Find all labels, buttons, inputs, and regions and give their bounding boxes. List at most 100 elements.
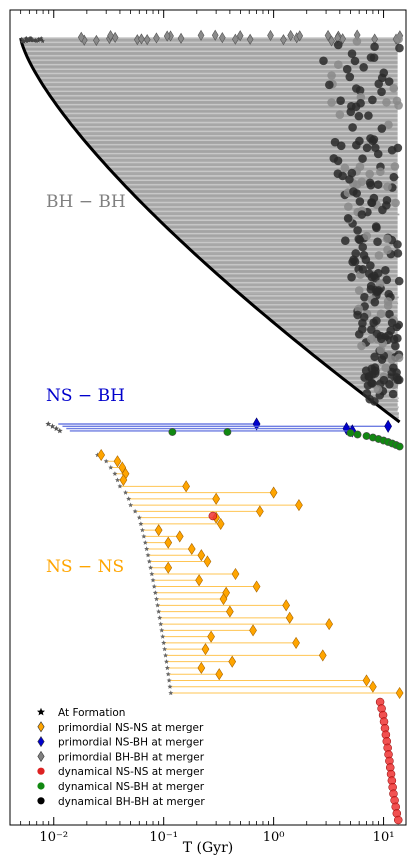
bhbh-primordial-merger	[328, 35, 335, 47]
bhbh-formation-star	[37, 37, 42, 42]
bhbh-dynamical-merger	[342, 64, 352, 74]
bhbh-dynamical-merger	[370, 352, 379, 362]
bhbh-dynamical-merger	[395, 43, 404, 53]
nsbh-primordial-merger	[384, 419, 392, 433]
bhbh-dynamical-merger	[370, 297, 380, 307]
nsbh-dynamical-merger	[395, 442, 404, 451]
bhbh-dynamical-merger	[390, 162, 400, 171]
nsns-formation-star	[141, 533, 147, 539]
nsns-formation-star	[108, 464, 114, 470]
bhbh-dynamical-merger	[385, 309, 394, 319]
bhbh-dynamical-merger	[372, 223, 381, 233]
nsns-primordial-merger	[295, 499, 303, 512]
bhbh-dynamical-merger	[370, 42, 379, 52]
bhbh-formation-star	[40, 39, 45, 43]
nsbh-dynamical-merger	[168, 428, 177, 436]
bhbh-formation-star	[31, 38, 36, 43]
bhbh-dynamical-merger	[357, 341, 366, 351]
bhbh-dynamical-merger	[388, 389, 398, 399]
bhbh-dynamical-merger	[362, 389, 372, 398]
bhbh-dynamical-merger	[384, 77, 394, 86]
bhbh-dynamical-merger	[391, 198, 400, 208]
legend-star-marker	[37, 707, 45, 716]
bhbh-dynamical-merger	[389, 172, 399, 182]
bhbh-dynamical-merger	[364, 111, 373, 120]
bhbh-formation-star	[19, 36, 24, 41]
legend-diamond-marker	[37, 750, 45, 762]
bhbh-dynamical-merger	[392, 96, 402, 106]
bhbh-primordial-merger	[77, 31, 85, 43]
bhbh-dynamical-merger	[374, 251, 384, 260]
bhbh-dynamical-merger	[373, 180, 383, 189]
bhbh-dynamical-merger	[325, 80, 334, 90]
nsns-formation-star	[156, 609, 162, 614]
bhbh-dynamical-merger	[366, 180, 376, 190]
nsns-formation-star	[112, 471, 118, 476]
x-axis: 10⁻² 10⁻¹ 10⁰ 10¹	[20, 10, 395, 845]
bhbh-dynamical-merger	[393, 240, 402, 249]
nsns-formation-star	[145, 552, 151, 558]
bhbh-dynamical-merger	[383, 182, 392, 191]
bhbh-dynamical-merger	[347, 272, 356, 282]
bhbh-dynamical-merger	[387, 145, 397, 155]
bhbh-dynamical-merger	[344, 202, 353, 211]
bhbh-dynamical-merger	[356, 98, 365, 108]
bhbh-primordial-merger	[138, 33, 145, 45]
nsns-primordial-merger	[226, 605, 234, 618]
nsns-formation-star	[142, 540, 148, 545]
bhbh-dynamical-merger	[393, 249, 403, 258]
bhbh-dynamical-merger	[358, 264, 368, 274]
nsns-primordial-merger	[395, 686, 404, 700]
nsns-primordial-merger	[182, 480, 190, 493]
bhbh-dynamical-merger	[347, 49, 357, 59]
nsns-primordial-merger	[187, 542, 196, 556]
bhbh-formation-star	[24, 39, 30, 44]
bhbh-formation-star	[29, 38, 35, 43]
bhbh-group	[19, 29, 404, 424]
nsns-formation-star	[159, 627, 165, 633]
bhbh-dynamical-merger	[394, 353, 404, 363]
nsns-primordial-merger	[256, 505, 264, 518]
nsns-primordial-merger	[201, 643, 210, 656]
bhbh-dynamical-merger	[377, 87, 386, 97]
bhbh-dynamical-merger	[355, 235, 365, 245]
nsns-primordial-merger	[154, 524, 163, 537]
nsns-primordial-merger	[97, 448, 106, 462]
bhbh-primordial-merger	[93, 34, 100, 47]
bhbh-dynamical-merger	[381, 363, 390, 373]
nsns-dynamical-merger	[393, 815, 403, 825]
bhbh-formation-star	[26, 38, 31, 43]
bhbh-dynamical-merger	[371, 143, 380, 153]
nsns-formation-star	[115, 477, 120, 483]
nsns-primordial-merger	[197, 549, 206, 562]
bhbh-dynamical-merger	[360, 292, 369, 302]
bhbh-dynamical-merger	[385, 379, 394, 389]
bhbh-dynamical-merger	[327, 98, 336, 107]
bhbh-formation-star	[19, 39, 24, 44]
bhbh-dynamical-merger	[366, 281, 376, 291]
bhbh-dynamical-merger	[351, 84, 361, 93]
bhbh-dynamical-merger	[382, 275, 392, 285]
bhbh-primordial-merger	[163, 30, 171, 42]
bhbh-dynamical-merger	[347, 168, 357, 178]
nsns-formation-star	[163, 652, 168, 658]
nsns-primordial-merger	[215, 668, 224, 681]
bhbh-formation-star	[24, 37, 29, 41]
bhbh-primordial-merger	[280, 34, 287, 46]
legend: At Formation primordial NS-NS at merger pr…	[37, 707, 205, 808]
nsns-formation-star	[166, 677, 172, 683]
bhbh-dynamical-merger	[367, 198, 377, 208]
bhbh-dynamical-merger	[338, 171, 347, 181]
bhbh-dynamical-merger	[354, 329, 364, 339]
bhbh-primordial-merger	[232, 33, 239, 45]
bhbh-dynamical-merger	[362, 143, 372, 153]
bhbh-dynamical-merger	[391, 341, 400, 351]
nsns-formation-star	[103, 458, 109, 464]
bhbh-primordial-merger	[143, 34, 151, 46]
bhbh-dynamical-merger	[368, 95, 377, 105]
bhbh-dynamical-merger	[367, 334, 376, 344]
x-tick-label: 10¹	[373, 830, 395, 845]
nsns-primordial-merger	[216, 517, 225, 530]
nsns-formation-star	[148, 565, 154, 570]
nsns-primordial-merger	[292, 636, 300, 649]
